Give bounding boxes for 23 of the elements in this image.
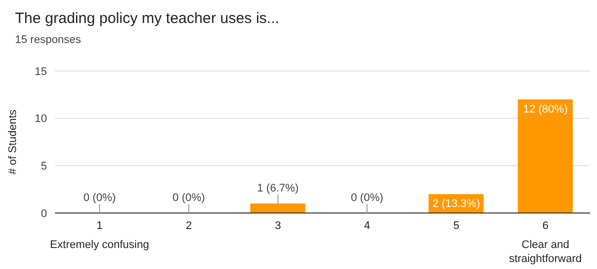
- y-tick-label: 15: [34, 66, 47, 78]
- x-tick-label: 6: [542, 220, 548, 232]
- data-label: 2 (13.3%): [432, 198, 480, 210]
- y-tick-label: 5: [40, 160, 47, 173]
- data-label: 0 (0%): [350, 192, 384, 204]
- bar: [518, 99, 573, 213]
- chart-subtitle: 15 responses: [15, 34, 82, 46]
- y-tick-label: 0: [40, 208, 47, 220]
- text: Clear and straightforward: [508, 238, 583, 266]
- data-label: 12 (80%): [523, 103, 568, 116]
- y-tick-label: 10: [34, 113, 47, 126]
- text: Extremely confusing: [50, 238, 150, 252]
- x-tick-label: 3: [274, 220, 281, 232]
- data-label: 1 (6.7%): [257, 182, 299, 195]
- y-axis-title: # of Students: [6, 109, 19, 174]
- x-tick-label: 1: [96, 220, 103, 232]
- data-label: 0 (0%): [172, 192, 205, 204]
- x-tick-label: 2: [186, 220, 192, 232]
- data-label: 0 (0%): [83, 192, 116, 204]
- bar: [250, 204, 306, 213]
- x-tick-label: 5: [453, 220, 460, 232]
- chart-title: The grading policy my teacher uses is...: [15, 10, 280, 27]
- x-tick-label: 4: [364, 220, 370, 232]
